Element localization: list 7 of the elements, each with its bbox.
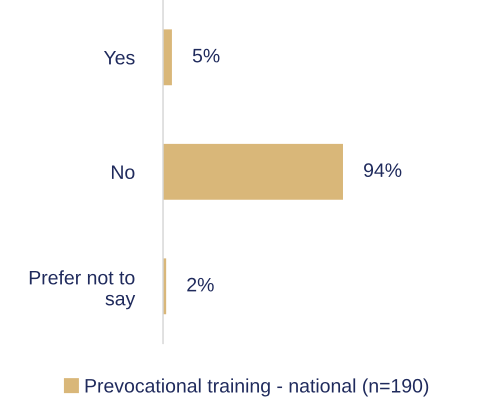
data-label: 2%: [187, 278, 214, 292]
y-tick-label: No: [112, 165, 134, 180]
legend-label: Prevocational training - national (n=190): [86, 378, 428, 396]
data-label: 94%: [364, 163, 402, 178]
y-tick-label: Prefer not to say: [30, 270, 136, 310]
data-label: 5%: [192, 48, 220, 62]
y-tick-label: Yes: [104, 50, 135, 65]
